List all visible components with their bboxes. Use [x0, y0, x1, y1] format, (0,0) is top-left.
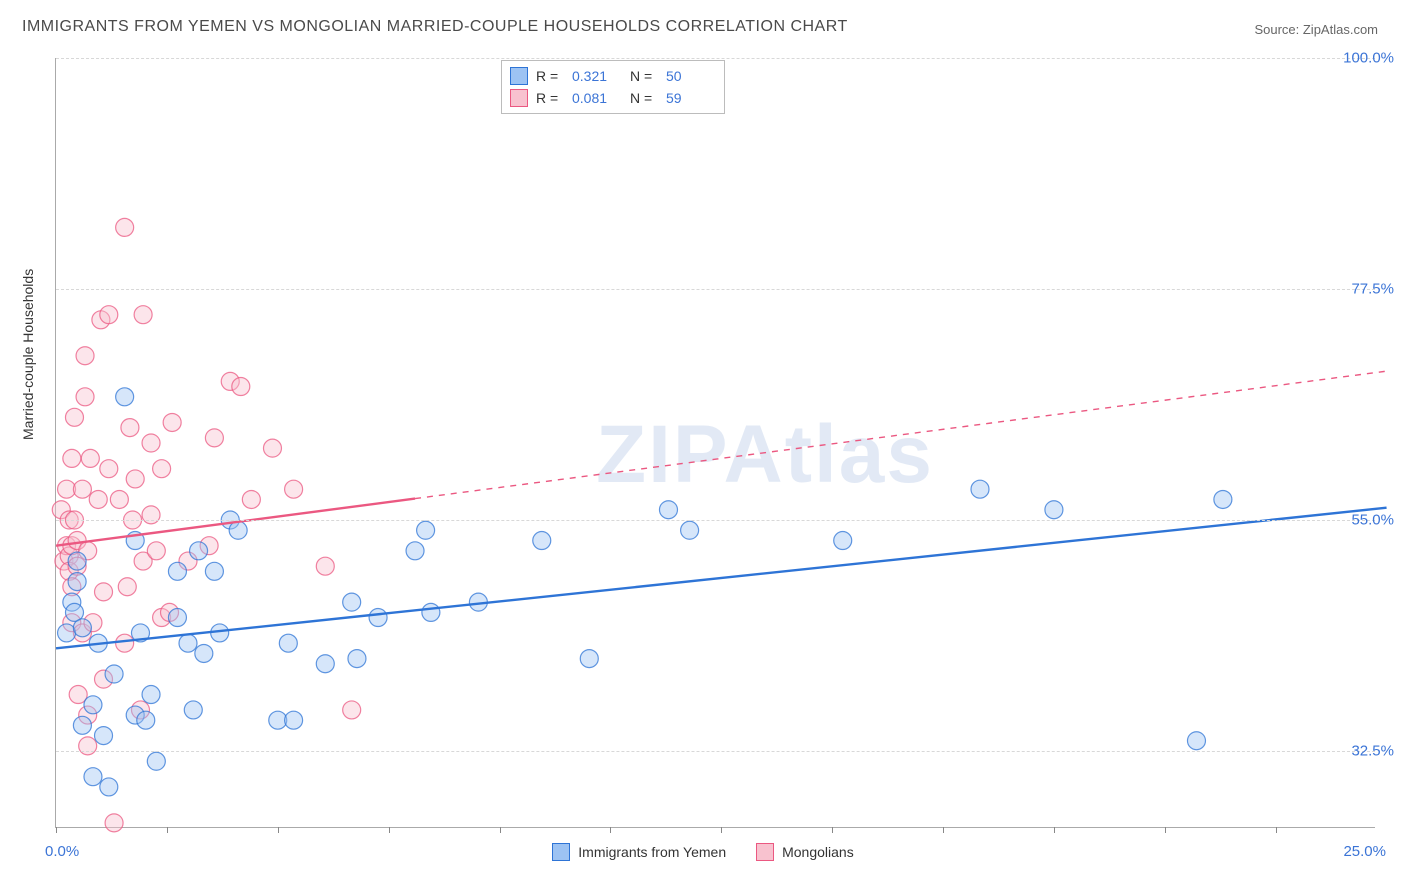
gridline: [56, 751, 1375, 752]
x-tick: [832, 827, 833, 833]
x-tick: [500, 827, 501, 833]
x-tick: [721, 827, 722, 833]
legend-item-mongolian: Mongolians: [756, 843, 854, 861]
x-tick: [1276, 827, 1277, 833]
x-tick: [1054, 827, 1055, 833]
legend-item-yemen: Immigrants from Yemen: [552, 843, 726, 861]
y-tick-label: 32.5%: [1351, 743, 1394, 760]
legend-swatch-yemen-bottom: [552, 843, 570, 861]
x-tick: [56, 827, 57, 833]
y-tick-label: 55.0%: [1351, 512, 1394, 529]
x-tick: [943, 827, 944, 833]
chart-title: IMMIGRANTS FROM YEMEN VS MONGOLIAN MARRI…: [22, 18, 848, 36]
gridline: [56, 58, 1375, 59]
y-tick-label: 77.5%: [1351, 281, 1394, 298]
gridline: [56, 520, 1375, 521]
x-tick: [389, 827, 390, 833]
legend-label-yemen: Immigrants from Yemen: [578, 844, 726, 860]
scatter-svg: [56, 58, 1375, 827]
y-axis-label: Married-couple Households: [20, 269, 36, 440]
legend-swatch-mongolian-bottom: [756, 843, 774, 861]
series-legend: Immigrants from Yemen Mongolians: [0, 843, 1406, 861]
x-tick: [278, 827, 279, 833]
legend-label-mongolian: Mongolians: [782, 844, 854, 860]
x-tick: [1165, 827, 1166, 833]
y-tick-label: 100.0%: [1343, 50, 1394, 67]
source-label: Source: ZipAtlas.com: [1254, 22, 1378, 37]
x-tick: [167, 827, 168, 833]
chart-plot-area: ZIPAtlas R = 0.321 N = 50 R = 0.081 N = …: [55, 58, 1375, 828]
gridline: [56, 289, 1375, 290]
x-tick: [610, 827, 611, 833]
